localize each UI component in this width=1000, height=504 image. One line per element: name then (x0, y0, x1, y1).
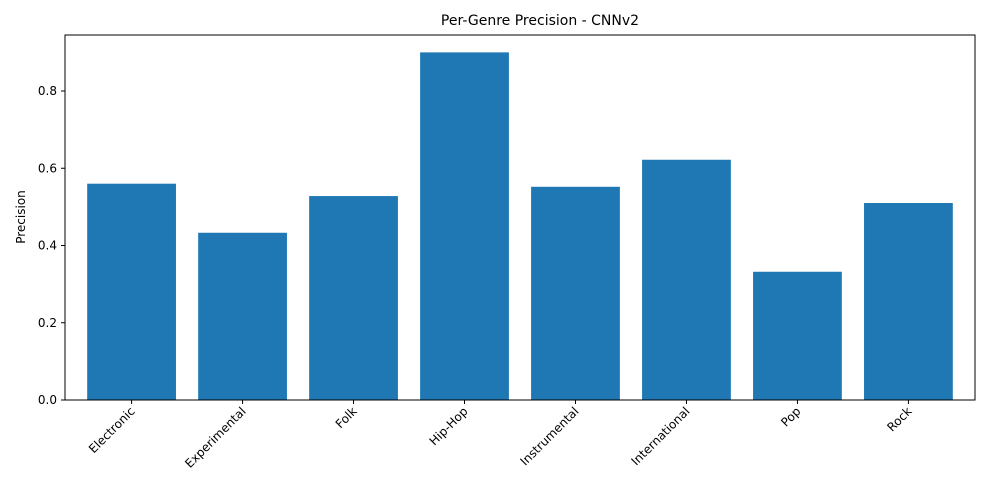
bar-international (642, 159, 731, 400)
bar-rock (864, 203, 953, 400)
x-tick-label: Experimental (182, 404, 248, 470)
x-tick-label: Hip-Hop (427, 404, 471, 448)
y-axis-label: Precision (14, 190, 28, 244)
bar-folk (309, 196, 398, 400)
y-tick-label: 0.6 (38, 161, 57, 175)
bar-pop (753, 271, 842, 400)
x-axis-ticks: Electronic Experimental Folk Hip-Hop Instrum… (86, 400, 915, 471)
y-tick-label: 0.2 (38, 316, 57, 330)
x-tick-label: Instrumental (517, 404, 581, 468)
bar-electronic (87, 183, 176, 400)
x-tick-label: International (629, 404, 693, 468)
bar-experimental (198, 232, 287, 400)
bar-instrumental (531, 186, 620, 400)
y-tick-label: 0.8 (38, 84, 57, 98)
x-tick-label: Pop (778, 404, 803, 429)
chart-title: Per-Genre Precision - CNNv2 (441, 13, 639, 29)
y-tick-label: 0.4 (38, 239, 57, 253)
bars-group (87, 52, 953, 400)
y-tick-label: 0.0 (38, 393, 57, 407)
x-tick-label: Folk (333, 404, 360, 431)
y-axis-ticks: 0.0 0.2 0.4 0.6 0.8 (38, 84, 65, 407)
plot-area-frame (64, 34, 976, 401)
x-tick-label: Rock (884, 404, 914, 434)
x-tick-label: Electronic (86, 404, 138, 456)
bar-hip-hop (420, 52, 509, 400)
